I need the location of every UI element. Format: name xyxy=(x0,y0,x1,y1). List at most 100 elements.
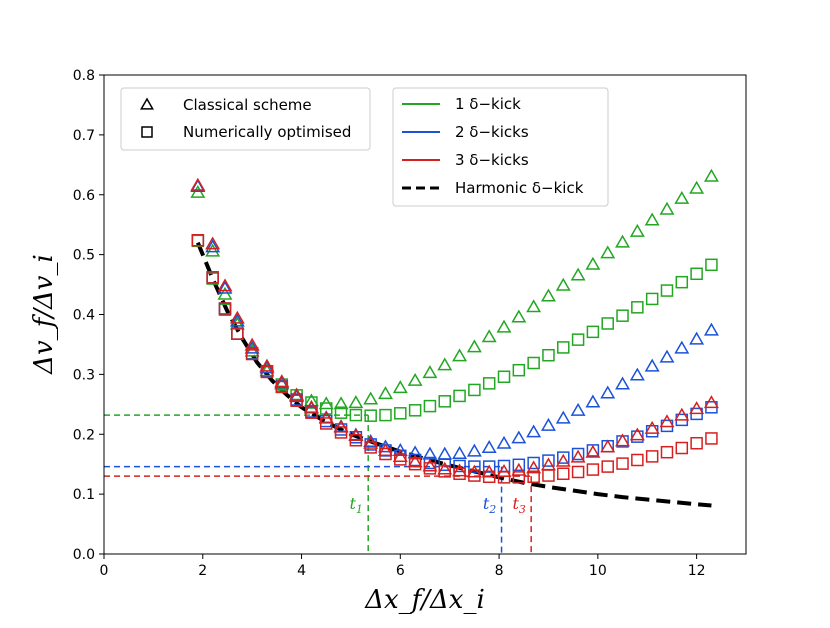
series-4-point xyxy=(378,443,393,456)
series-4-point xyxy=(363,435,379,449)
series-0-point xyxy=(363,391,379,405)
series-1-point xyxy=(394,407,407,420)
series-5-point xyxy=(231,327,244,340)
series-5-point xyxy=(423,462,437,475)
y-tick-label: 0.3 xyxy=(73,367,95,383)
series-2-point xyxy=(600,385,616,399)
x-tick-label: 4 xyxy=(297,563,306,579)
series-0-point xyxy=(333,396,349,410)
x-tick-label: 8 xyxy=(495,563,504,579)
series-2-point xyxy=(615,376,631,390)
series-5-point xyxy=(527,470,540,484)
series-3-group xyxy=(191,234,718,473)
series-3-point xyxy=(571,447,585,461)
series-2-point xyxy=(689,331,705,345)
series-4-point xyxy=(392,448,408,462)
series-1-point xyxy=(453,389,466,403)
series-2-point xyxy=(229,313,245,327)
series-5-point xyxy=(660,445,674,459)
series-3-point xyxy=(542,454,555,467)
series-0-point xyxy=(407,372,423,386)
series-1-point xyxy=(586,325,600,339)
series-3-point xyxy=(438,458,452,472)
series-4-point xyxy=(244,337,260,351)
series-2-point xyxy=(217,280,233,294)
legend-label-square: Numerically optimised xyxy=(183,123,351,141)
marker-legend-rows: Classical scheme Numerically optimised xyxy=(140,96,351,141)
series-0-point xyxy=(466,339,482,353)
series-0-point xyxy=(481,329,497,343)
x-tick-label: 0 xyxy=(100,563,109,579)
legend-square-marker xyxy=(141,126,153,138)
series-0-point xyxy=(659,201,675,215)
y-tick-label: 0.8 xyxy=(73,68,95,84)
series-5-point xyxy=(349,433,363,447)
series-2-point xyxy=(378,439,393,453)
series-4-point xyxy=(437,461,453,475)
reference-lines: t1 t2 t3 xyxy=(104,414,532,554)
series-2-point xyxy=(437,446,453,460)
series-1-point xyxy=(690,267,703,281)
y-tick-label: 0.6 xyxy=(73,188,95,204)
series-1-point xyxy=(319,402,333,415)
legend-triangle-marker xyxy=(140,97,154,110)
x-tick-label: 12 xyxy=(688,563,706,579)
series-5-point xyxy=(305,406,318,419)
x-axis-label: Δx_f/Δx_i xyxy=(364,585,485,615)
series-2-point xyxy=(466,443,482,457)
series-1-point xyxy=(527,356,540,370)
series-1-group xyxy=(191,234,718,422)
series-2-point xyxy=(452,446,468,459)
series-0-point xyxy=(703,168,719,182)
reference-label-t_2: t2 xyxy=(483,494,496,516)
series-5-point xyxy=(482,470,496,484)
series-2-group xyxy=(190,178,719,460)
series-4-point xyxy=(190,177,206,191)
series-0-point xyxy=(511,309,527,323)
series-5-point xyxy=(453,467,466,481)
series-4-point xyxy=(496,463,512,477)
series-5-point xyxy=(394,453,407,466)
series-5-point xyxy=(468,469,481,482)
y-tick-label: 0.1 xyxy=(73,487,95,503)
series-2-point xyxy=(526,424,542,438)
legend-line-label-2: 3 δ−kicks xyxy=(455,151,529,169)
series-4-point xyxy=(259,358,275,372)
series-2-point xyxy=(481,440,497,453)
series-1-point xyxy=(349,408,363,422)
series-5-point xyxy=(191,234,205,247)
series-4-point xyxy=(555,453,571,467)
series-5-point xyxy=(571,465,585,479)
harmonic-curve-group xyxy=(195,241,712,508)
y-tick-label: 0.4 xyxy=(73,308,95,324)
series-4-point xyxy=(585,444,601,458)
series-5-point xyxy=(275,380,289,394)
series-1-point xyxy=(601,317,614,330)
series-5-point xyxy=(290,394,303,407)
series-4-point xyxy=(422,458,438,472)
series-3-point xyxy=(482,460,496,473)
series-3-point xyxy=(527,456,540,470)
series-0-point xyxy=(526,299,542,313)
series-2-point xyxy=(555,410,571,424)
series-4-group xyxy=(190,177,719,478)
series-1-point xyxy=(379,408,392,422)
legend-line-label-1: 2 δ−kicks xyxy=(455,123,529,141)
series-2-point xyxy=(496,435,512,449)
series-5-point xyxy=(408,457,422,471)
series-0-point xyxy=(615,234,631,248)
series-2-point xyxy=(570,402,586,416)
series-4-point xyxy=(600,439,616,453)
series-4-point xyxy=(407,454,423,468)
series-5-point xyxy=(319,417,333,430)
series-0-point xyxy=(585,256,601,270)
series-1-point xyxy=(468,383,481,397)
series-5-point xyxy=(245,347,259,361)
series-5-point xyxy=(542,469,555,482)
series-5-point xyxy=(586,463,600,476)
series-3-point xyxy=(453,459,466,473)
series-1-point xyxy=(408,404,422,417)
series-0-point xyxy=(629,223,645,237)
series-0-point xyxy=(555,277,571,291)
series-5-point xyxy=(438,465,452,478)
